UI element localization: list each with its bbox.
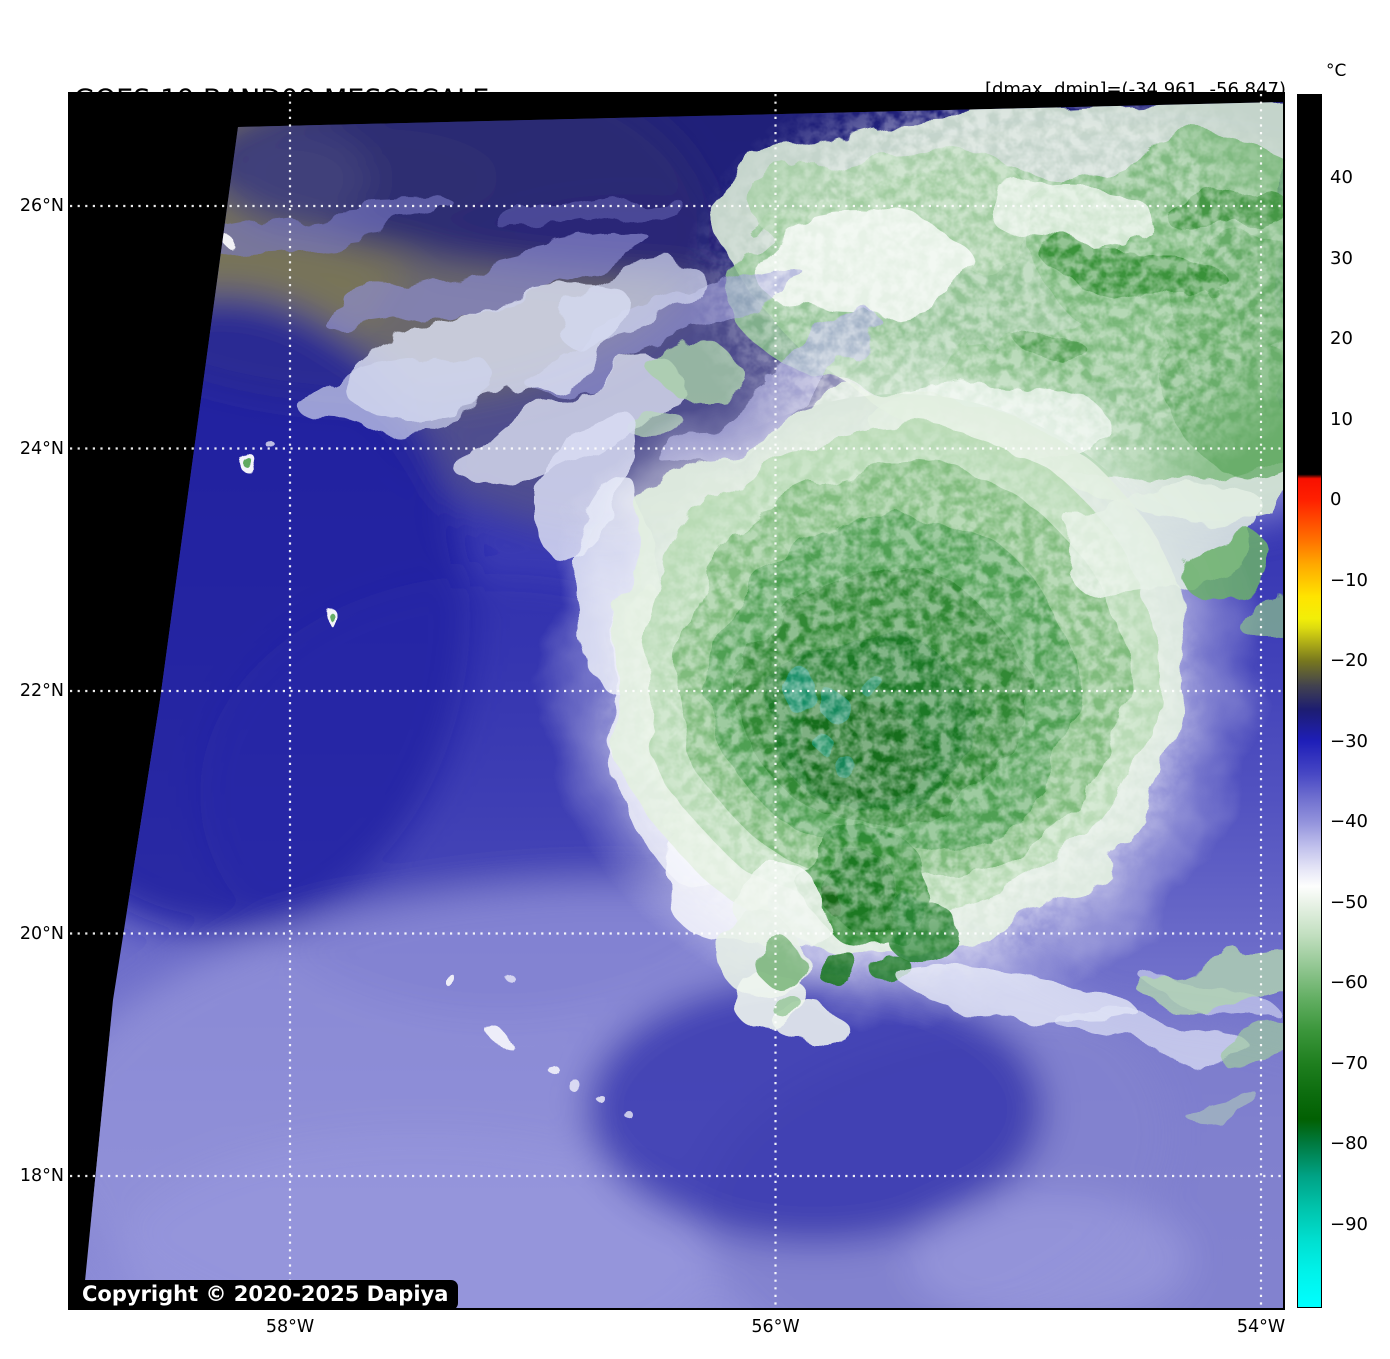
colorbar-tick-label: −50: [1330, 891, 1368, 913]
colorbar-unit-label: °C: [1326, 61, 1347, 81]
colorbar-tick-label: 40: [1330, 167, 1353, 188]
lat-tick-label: 22°N: [19, 681, 64, 701]
colorbar-tick-label: −90: [1330, 1213, 1368, 1235]
colorbar-tick-label: −60: [1330, 972, 1368, 993]
cloud-texture-grain: [76, 102, 1283, 1308]
satellite-map-plot: [68, 92, 1285, 1310]
latlon-gridlines: [70, 94, 1283, 1308]
lat-tick-label: 24°N: [19, 438, 64, 459]
copyright-badge: Copyright © 2020-2025 Dapiya: [72, 1280, 459, 1310]
colorbar-tick-label: −70: [1330, 1052, 1368, 1074]
colorbar-tick-label: −40: [1330, 811, 1368, 832]
colorbar-tick-label: 0: [1330, 489, 1342, 510]
lat-tick-label: 26°N: [19, 196, 64, 216]
lat-tick-label: 20°N: [19, 923, 64, 944]
colorbar-tick-label: 30: [1330, 247, 1353, 269]
colorbar-tick-label: 10: [1330, 408, 1353, 430]
colorbar-tick-label: −10: [1330, 569, 1368, 591]
lon-tick-label: 54°W: [1236, 1317, 1286, 1337]
satellite-image: [70, 94, 1283, 1308]
temperature-colorbar: [1297, 94, 1322, 1308]
colorbar-tick-label: −80: [1330, 1133, 1368, 1154]
colorbar-tick-label: −30: [1330, 730, 1368, 752]
colorbar-tick-label: 20: [1330, 328, 1353, 349]
colorbar-tick-label: −20: [1330, 650, 1368, 671]
lon-tick-label: 58°W: [265, 1317, 315, 1337]
lon-tick-label: 56°W: [751, 1317, 800, 1337]
swath-imagery: [76, 102, 1283, 1308]
lat-tick-label: 18°N: [19, 1166, 64, 1186]
